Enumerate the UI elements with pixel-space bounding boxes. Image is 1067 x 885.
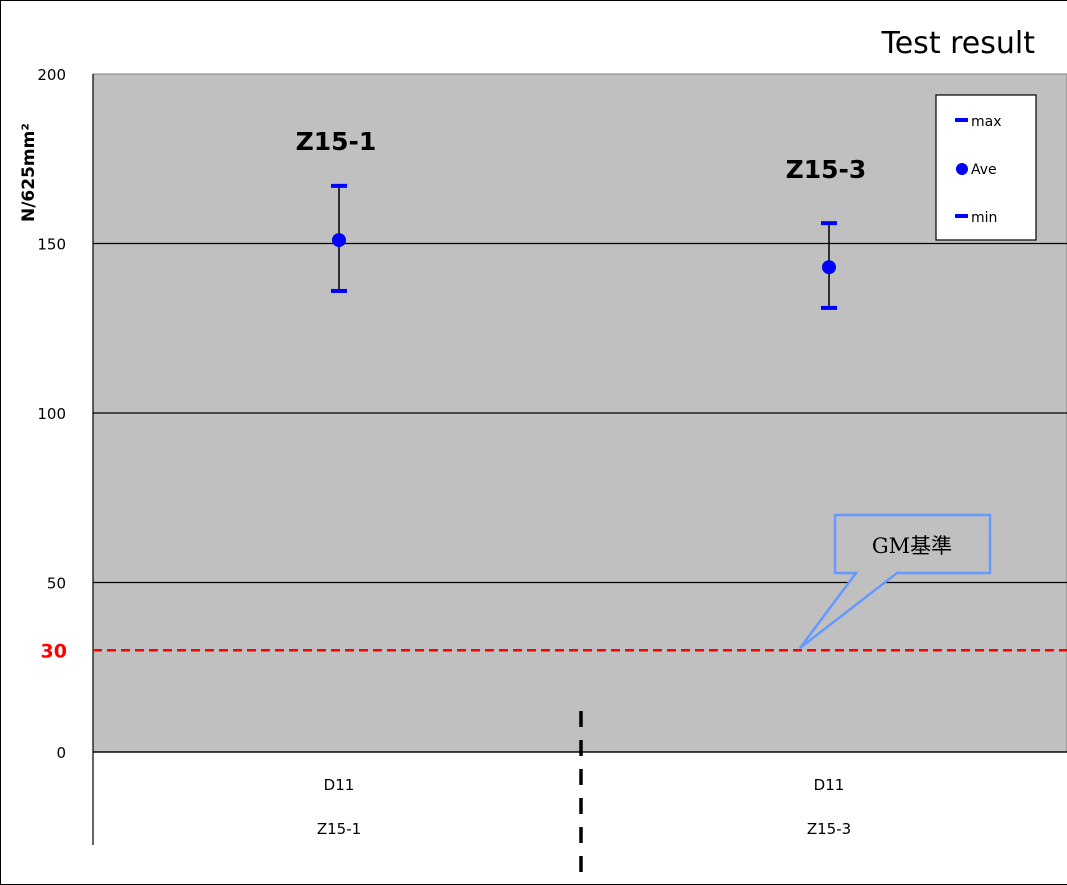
x-tick-label-line2: Z15-1 — [317, 820, 361, 838]
reference-line-label: 30 — [41, 640, 67, 662]
x-tick-label-line1: D11 — [324, 776, 355, 794]
y-tick-label: 150 — [37, 236, 66, 254]
y-tick-labels: 0 50 100 150 200 — [37, 66, 66, 762]
callout-text: GM基準 — [872, 534, 952, 558]
legend: max Ave min — [935, 94, 1037, 241]
legend-label: Ave — [971, 162, 997, 178]
x-tick-label-line2: Z15-3 — [807, 820, 851, 838]
chart-title: Test result — [881, 26, 1036, 61]
y-tick-label: 50 — [47, 575, 66, 593]
y-tick-label: 200 — [37, 66, 66, 84]
ave-marker — [822, 260, 836, 275]
legend-label: min — [971, 210, 997, 226]
legend-box — [935, 94, 1037, 241]
reference-line-group: 30 — [41, 640, 1067, 662]
y-tick-label: 0 — [56, 744, 66, 762]
legend-ave-marker — [956, 163, 968, 175]
callout-group: GM基準 — [798, 513, 992, 649]
legend-label: max — [971, 114, 1002, 130]
category-annotation: Z15-3 — [786, 155, 867, 184]
ave-marker — [332, 233, 346, 248]
category-annotations: Z15-1 Z15-3 — [296, 127, 867, 184]
error-bars — [331, 183, 837, 310]
callout-shape — [798, 513, 992, 649]
category-annotation: Z15-1 — [296, 127, 377, 156]
y-tick-label: 100 — [37, 405, 66, 423]
x-tick-labels: D11 Z15-1 D11 Z15-3 — [317, 776, 851, 838]
x-tick-label-line1: D11 — [814, 776, 845, 794]
